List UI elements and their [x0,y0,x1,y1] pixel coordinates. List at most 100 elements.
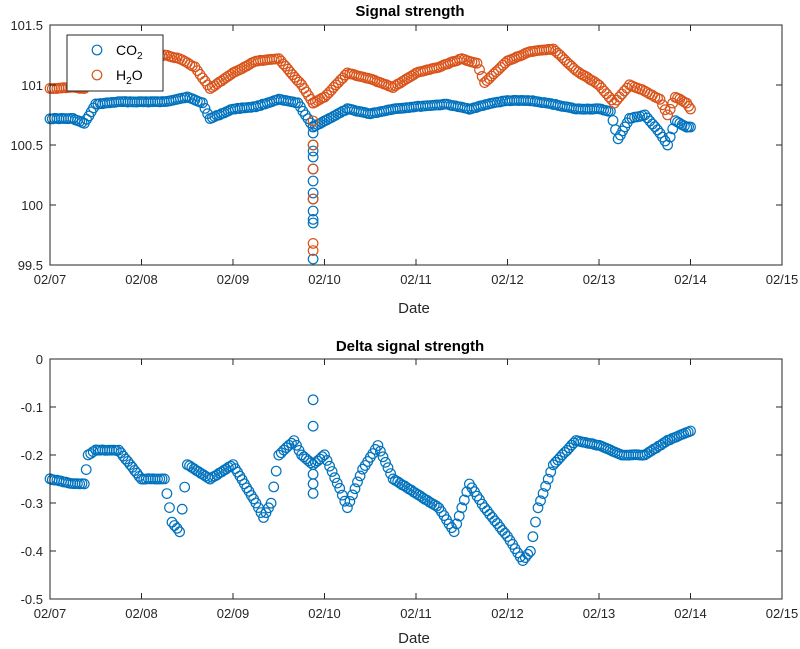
data-point [307,97,319,109]
tick-marks: 02/07 02/08 02/09 02/10 02/11 02/12 02/13 02/14… [10,18,798,287]
data-point [286,437,297,449]
x-tick-label: 02/11 [400,272,432,287]
data-point [307,420,319,432]
x-tick-label: 02/08 [125,606,158,621]
data-point [654,93,666,105]
data-point [347,489,358,501]
legend-label-h2o: H2O [116,67,143,87]
y-tick-label: -0.3 [21,496,43,511]
data-point [652,124,663,136]
data-point [685,121,696,133]
chart-title: Signal strength [355,3,464,20]
data-point [354,470,366,482]
data-point [326,466,338,477]
data-point [161,488,173,500]
data-point [342,502,353,514]
data-point [339,495,351,507]
data-point [329,472,341,484]
signal-strength-chart: Signal strength 02/07 02/08 02/09 02/10 02/1… [10,3,798,317]
x-tick-label: 02/10 [308,606,341,621]
data-point [197,72,208,84]
x-tick-label: 02/13 [583,272,616,287]
data-point [255,507,267,518]
data-point [542,473,554,485]
data-point [307,151,319,163]
y-tick-label: 101 [21,78,43,93]
data-point [307,217,319,229]
data-point [307,121,319,133]
data-point [382,462,394,474]
data-point [540,480,551,492]
x-axis-label: Date [398,630,430,647]
data-point [375,445,386,457]
x-tick-label: 02/14 [674,272,707,287]
data-point [448,526,460,538]
y-tick-label: 100.5 [10,138,43,153]
x-tick-label: 02/14 [674,606,707,621]
data-point [471,490,483,502]
data-point [683,100,694,112]
series-co2 [44,91,696,265]
x-tick-label: 02/15 [766,272,799,287]
data-point [331,477,343,489]
data-point [372,440,384,451]
data-point [307,175,319,187]
y-tick-label: 101.5 [10,18,43,33]
data-point [685,425,696,437]
data-point [307,163,319,175]
data-point [324,460,336,472]
data-point [527,531,539,543]
x-tick-label: 02/11 [400,606,432,621]
data-point [336,489,348,501]
data-point [321,455,333,466]
data-point [537,488,549,499]
x-tick-label: 02/12 [491,272,524,287]
x-tick-label: 02/12 [491,606,524,621]
x-tick-label: 02/09 [217,272,250,287]
data-point [522,548,534,560]
x-tick-label: 02/09 [217,606,250,621]
legend-box [66,34,164,92]
y-tick-label: -0.1 [21,400,43,415]
data-point [685,103,696,115]
data-point [176,503,188,515]
data-point [334,482,346,494]
data-point [479,502,491,514]
y-tick-label: -0.4 [21,544,43,559]
data-point [307,245,319,257]
data-point [530,516,541,528]
data-point [164,502,175,514]
data-point [664,131,676,143]
legend: CO2 H2O [66,34,164,92]
legend-marker-co2 [91,44,103,56]
y-tick-label: -0.2 [21,448,43,463]
data-point [171,522,183,534]
data-point [377,451,389,463]
delta-signal-strength-chart: Delta signal strength 02/07 02/08 02/09 02/… [21,338,799,647]
data-point [307,139,319,151]
data-point [265,497,277,509]
legend-marker-h2o [91,69,103,81]
legend-label-co2: CO2 [116,42,143,62]
data-point [307,193,319,205]
data-point [664,103,676,115]
data-point [270,465,282,477]
x-tick-label: 02/15 [766,606,799,621]
chart-title: Delta signal strength [336,338,484,355]
y-tick-label: 100 [21,198,43,213]
data-point [662,139,673,151]
data-point [78,478,90,490]
data-point [179,481,191,493]
x-tick-label: 02/07 [34,272,67,287]
data-point [307,187,319,199]
data-point [535,495,546,507]
data-point [307,115,319,127]
data-point [184,59,196,70]
data-point [532,502,544,514]
data-point [662,109,673,121]
x-tick-label: 02/07 [34,606,67,621]
data-point [456,502,468,514]
y-tick-label: 99.5 [18,258,43,273]
data-point [268,481,280,493]
